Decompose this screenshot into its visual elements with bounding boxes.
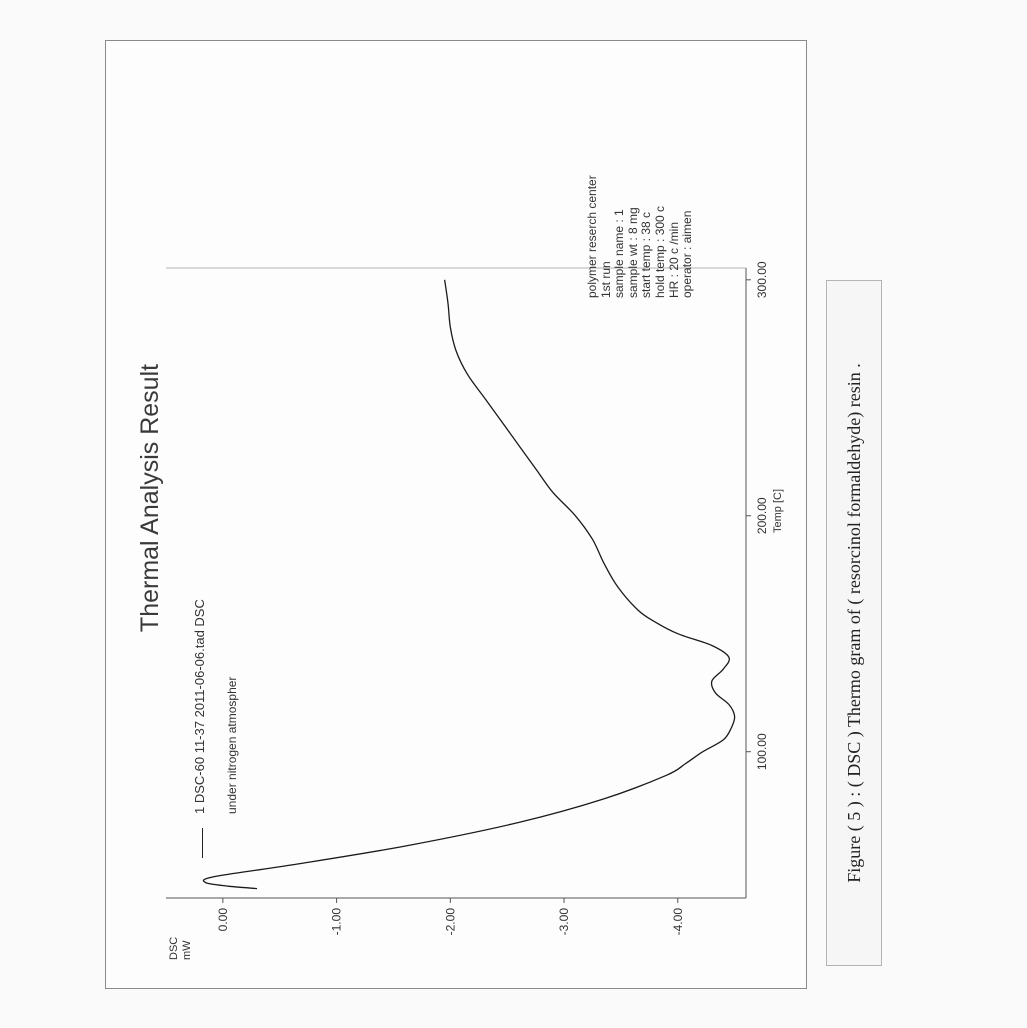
rotated-chart: Thermal Analysis Result 1 DSC-60 11-37 2… (106, 41, 806, 988)
info-line: sample name : 1 (612, 209, 627, 298)
run-info-block: polymer reserch center 1st run sample name… (585, 138, 695, 298)
info-line: operator : aimen (680, 210, 695, 298)
info-line: hold temp : 300 c (652, 205, 667, 298)
x-tick-label: 200.00 (755, 497, 769, 534)
figure-caption: Figure ( 5 ) : ( DSC ) Thermo gram of ( … (843, 363, 864, 883)
x-tick-label: 100.00 (755, 733, 769, 770)
x-tick-label: 300.00 (755, 261, 769, 298)
info-line: start temp : 38 c (639, 211, 654, 298)
info-line: sample wt : 8 mg (625, 207, 640, 298)
y-tick-label: -3.00 (557, 908, 571, 936)
chart-plot: 0.00 -1.00 -2.00 -3.00 -4.00 100.00 200.00 300.… (166, 261, 769, 936)
dsc-series-line (202, 279, 736, 890)
y-tick-label: -1.00 (330, 908, 344, 936)
info-line: 1st run (598, 261, 613, 298)
y-tick-label: 0.00 (216, 908, 230, 932)
info-line: HR : 20 c /min (666, 221, 681, 298)
y-tick-label: -2.00 (443, 908, 457, 936)
figure-caption-box: Figure ( 5 ) : ( DSC ) Thermo gram of ( … (826, 280, 882, 966)
y-tick-label: -4.00 (671, 908, 685, 936)
info-line: polymer reserch center (585, 175, 599, 298)
chart-frame: Thermal Analysis Result 1 DSC-60 11-37 2… (105, 40, 807, 989)
